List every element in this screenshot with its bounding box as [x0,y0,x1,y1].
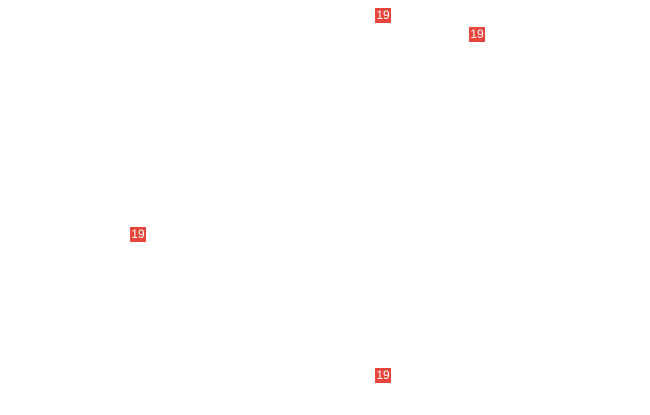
count-badge[interactable]: 19 [469,27,485,42]
count-badge[interactable]: 19 [130,227,146,242]
count-badge[interactable]: 19 [375,8,391,23]
count-badge[interactable]: 19 [375,368,391,383]
